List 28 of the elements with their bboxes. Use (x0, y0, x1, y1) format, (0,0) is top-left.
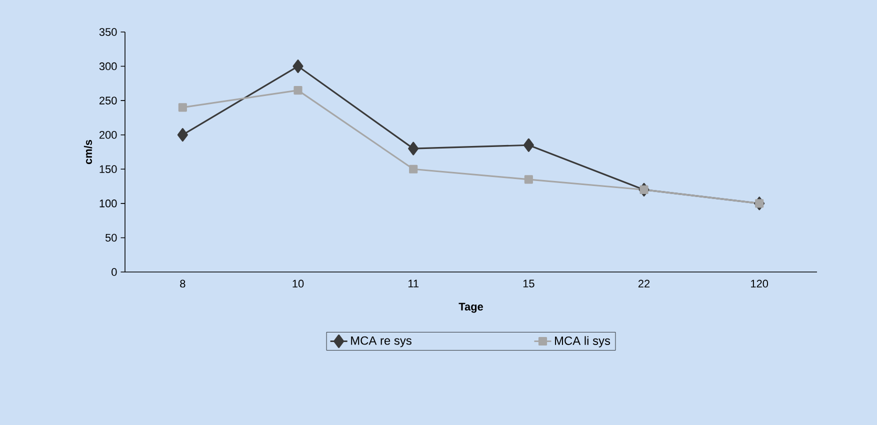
point (523, 138, 534, 152)
legend-label: MCA re sys (351, 336, 412, 348)
x-tick-label: 120 (751, 280, 768, 288)
point (292, 60, 304, 74)
point (177, 128, 188, 142)
x-tick-label: 10 (292, 280, 304, 288)
point (408, 142, 419, 156)
point (178, 103, 187, 112)
point (294, 86, 302, 95)
x-tick-label: 8 (180, 280, 186, 288)
y-tick-label: 50 (105, 234, 117, 242)
point (524, 175, 533, 184)
y-tick-label: 250 (99, 96, 117, 104)
x-tick-label: 15 (523, 280, 534, 288)
y-tick-label: 0 (112, 268, 117, 276)
point (409, 164, 418, 174)
x-tick-label: 11 (408, 280, 418, 288)
legend-label: MCA li sys (555, 336, 610, 348)
y-tick-label: 200 (99, 130, 117, 139)
y-tick-label: 150 (100, 165, 117, 174)
y-axis-title: cm/s (84, 140, 92, 164)
x-tick-label: 22 (638, 280, 650, 288)
y-tick-label: 100 (100, 200, 117, 208)
x-axis-title: Tage (458, 302, 484, 313)
y-tick-label: 300 (99, 62, 117, 70)
y-tick-label: 350 (99, 28, 117, 36)
point (755, 199, 764, 208)
point (640, 185, 648, 194)
